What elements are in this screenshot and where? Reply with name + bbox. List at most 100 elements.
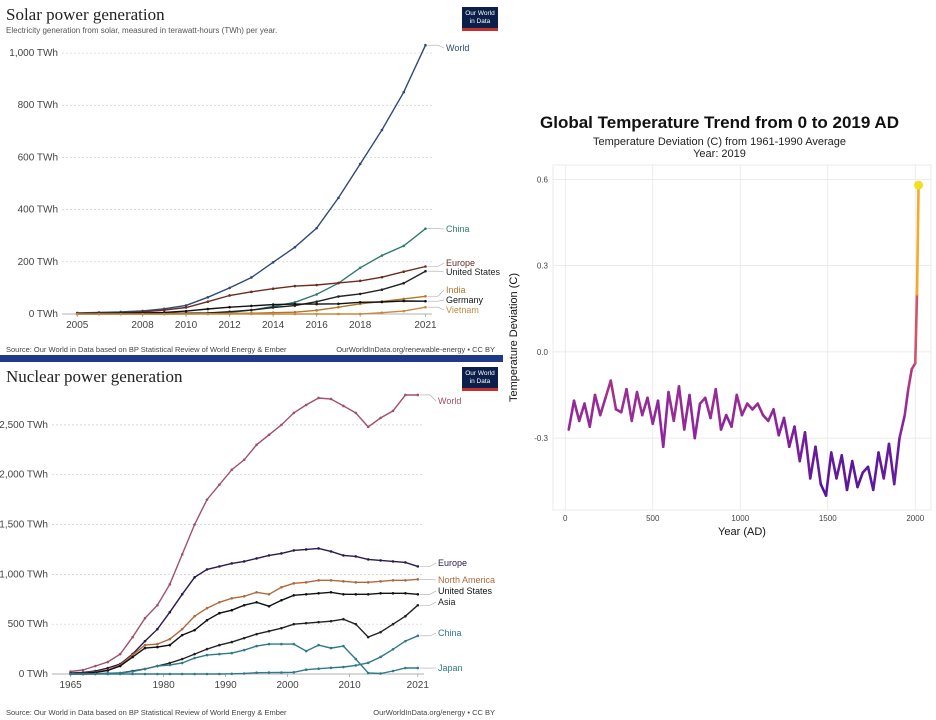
series-label: Vietnam [446,305,479,315]
data-point [380,311,384,314]
series-label: World [438,396,461,406]
data-point [292,642,296,646]
data-point [156,664,159,668]
series-segment [835,454,844,480]
series-label: India [446,285,466,295]
data-point [424,299,427,303]
data-point [293,310,297,314]
data-point [143,646,147,650]
data-point [304,649,308,653]
series-segment [793,425,802,463]
data-point [184,309,188,313]
series-segment [656,399,665,449]
series-label: Europe [446,258,475,268]
data-point [337,305,340,309]
series-segment [598,396,607,417]
x-axis-label: Year (AD) [718,526,766,538]
data-point [404,561,407,564]
data-point [354,555,358,558]
series-segment [856,471,865,489]
data-point [206,307,210,311]
data-point [193,672,196,676]
data-point [379,580,382,583]
series-segment [915,183,920,296]
data-point [424,305,427,309]
data-point [402,281,406,285]
x-tick-label: 1000 [731,514,749,523]
data-point [242,560,246,563]
source-note: Source: Our World in Data based on BP St… [6,345,287,354]
source-link[interactable]: OurWorldInData.org/renewable-energy • CC… [336,345,495,354]
data-point [317,667,320,671]
data-point [228,286,231,290]
data-point [358,312,362,316]
data-point [97,312,101,316]
data-point [228,312,231,316]
data-point [193,576,196,579]
data-point [250,290,253,294]
data-point [358,279,362,283]
data-point [205,647,209,651]
series-segment [772,408,781,437]
data-point [379,559,382,562]
series-segment [719,413,728,431]
data-point [271,312,275,316]
series-segment [593,393,602,417]
series-line [77,228,426,315]
data-point [94,664,97,668]
data-point [358,266,362,270]
y-tick-label: 0.3 [537,262,549,271]
data-point [205,568,209,571]
data-point [228,310,231,313]
series-line [70,547,419,674]
series-segment [577,402,586,423]
data-point [317,643,320,647]
data-point [206,312,210,316]
data-point [75,312,79,316]
data-point [358,300,362,304]
data-point [230,596,234,600]
source-link[interactable]: OurWorldInData.org/energy • CC BY [373,708,495,717]
chart-subtitle: Temperature Deviation (C) from 1961-1990… [593,136,846,148]
x-tick-label: 2005 [66,320,89,331]
series-segment [661,390,670,449]
data-point [293,302,297,306]
data-point [193,614,196,618]
data-point [280,626,283,630]
data-point [255,671,258,675]
data-point [358,292,362,296]
series-segment [625,387,634,423]
x-tick-label: 2000 [906,514,924,523]
data-point [230,608,234,612]
data-point [168,643,172,647]
series-segment [667,390,676,423]
series-segment [898,413,907,440]
data-point [391,409,395,413]
x-tick-label: 2000 [276,680,299,691]
data-point [366,425,370,429]
data-point [402,309,406,313]
data-point [267,433,271,437]
data-point [329,619,333,623]
panel-divider [0,355,503,362]
data-point [424,294,427,298]
data-point [280,671,283,674]
plot-background [552,164,932,511]
data-point [168,672,172,676]
y-axis-label: Temperature Deviation (C) [508,273,520,402]
series-segment [814,445,823,486]
series-segment [714,387,723,431]
series-segment [840,454,849,492]
data-point [329,646,333,650]
data-point [218,600,221,604]
data-point [337,196,340,200]
chart-title: Global Temperature Trend from 0 to 2019 … [540,113,899,132]
data-point [69,672,72,676]
data-point [391,669,395,673]
series-segment [609,379,618,411]
chart-title: Solar power generation [6,5,165,24]
data-point [228,294,231,297]
y-tick-label: 2,500 TWh [0,420,48,431]
data-point [205,618,209,622]
data-point [267,592,271,596]
